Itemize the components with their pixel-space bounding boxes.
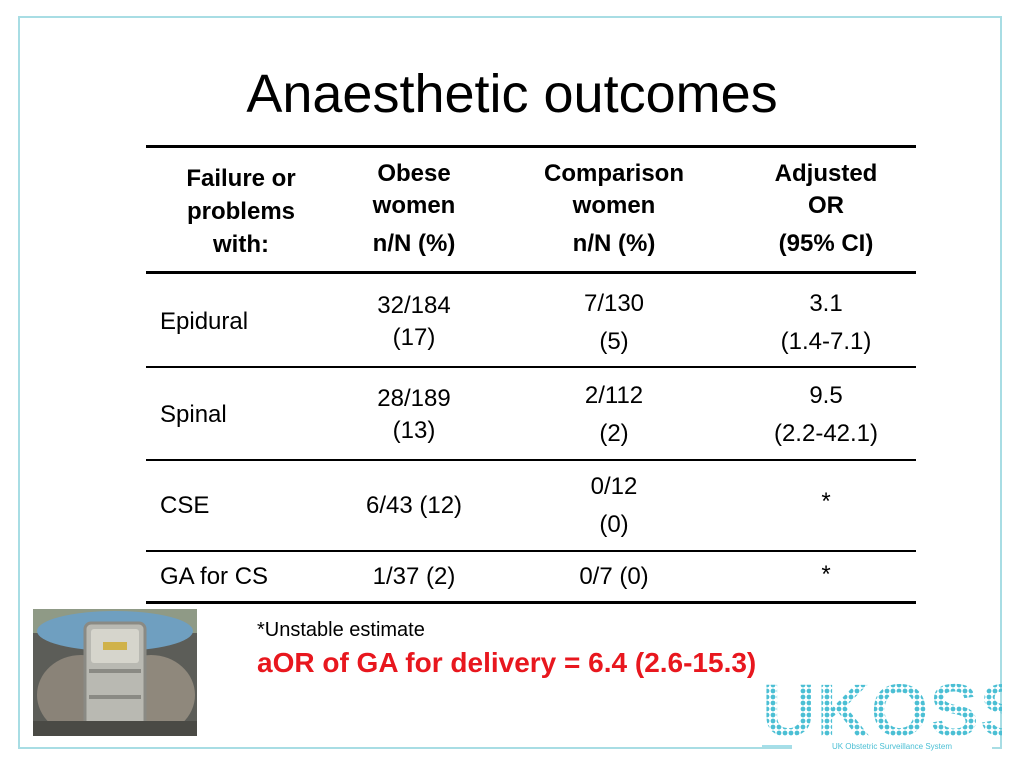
- cell-adjusted-or: *: [821, 561, 831, 588]
- logo-subtitle: UK Obstetric Surveillance System: [792, 742, 992, 751]
- logo-wordmark: UKOSS: [762, 676, 1002, 752]
- row-label: GA for CS: [160, 563, 269, 590]
- cell-comparison: 0/12 (0): [590, 473, 638, 538]
- cell-obese: 6/43 (12): [365, 492, 463, 519]
- table-row-rule: [146, 550, 916, 552]
- row-label: Spinal: [160, 401, 227, 428]
- cell-obese: 28/189 (13): [377, 385, 451, 444]
- row-label: Epidural: [160, 308, 249, 335]
- slide-title: Anaesthetic outcomes: [246, 64, 778, 124]
- ukoss-logo: UKOSS UK Obstetric Surveillance System: [752, 669, 1024, 756]
- person-on-chair-photo: [33, 609, 197, 736]
- table-row-rule: [146, 366, 916, 368]
- table-top-rule: [146, 145, 916, 148]
- cell-comparison: 2/112 (2): [584, 382, 644, 447]
- cell-obese: 32/184 (17): [377, 292, 451, 351]
- header-adjusted-or: Adjusted OR (95% CI): [774, 160, 878, 257]
- cell-obese: 1/37 (2): [372, 563, 456, 590]
- row-label: CSE: [160, 492, 210, 519]
- cell-adjusted-or: 3.1 (1.4-7.1): [780, 290, 872, 355]
- cell-comparison: 0/7 (0): [579, 563, 649, 590]
- highlight-text: aOR of GA for delivery = 6.4 (2.6-15.3): [257, 647, 757, 678]
- table-header-rule: [146, 271, 916, 274]
- cell-adjusted-or: *: [821, 488, 831, 515]
- slide-frame: [18, 16, 1002, 749]
- header-obese: Obese women n/N (%): [372, 160, 456, 257]
- footnote-text: *Unstable estimate: [257, 619, 425, 641]
- header-comparison: Comparison women n/N (%): [543, 160, 684, 257]
- header-failure: Failure or problems with:: [186, 165, 296, 258]
- table-row-rule: [146, 459, 916, 461]
- cell-adjusted-or: 9.5 (2.2-42.1): [773, 382, 879, 447]
- table-bottom-rule: [146, 601, 916, 604]
- cell-comparison: 7/130 (5): [583, 290, 645, 355]
